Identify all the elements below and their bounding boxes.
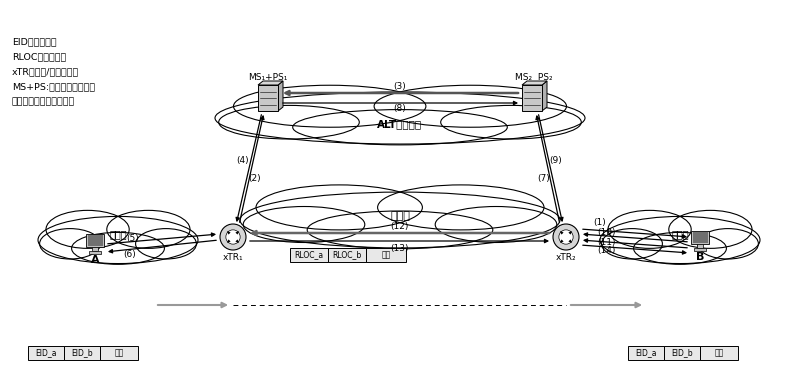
Bar <box>87 235 102 246</box>
Polygon shape <box>542 81 547 111</box>
Text: (1): (1) <box>594 219 606 228</box>
Text: (3): (3) <box>394 82 406 91</box>
Text: 数据: 数据 <box>114 349 124 358</box>
Bar <box>522 85 542 111</box>
Text: RLOC_a: RLOC_a <box>294 250 323 260</box>
Bar <box>628 346 664 360</box>
Circle shape <box>220 224 246 250</box>
Ellipse shape <box>634 233 726 264</box>
Text: 辑功能模块的映射服务器: 辑功能模块的映射服务器 <box>12 98 75 106</box>
Text: xTR₁: xTR₁ <box>222 252 243 262</box>
Ellipse shape <box>293 110 507 145</box>
Text: (4): (4) <box>237 156 250 164</box>
Bar <box>28 346 64 360</box>
Bar <box>86 234 104 247</box>
Ellipse shape <box>378 185 544 230</box>
Ellipse shape <box>441 105 582 139</box>
Text: 接入网: 接入网 <box>671 229 689 239</box>
Polygon shape <box>522 81 547 85</box>
Text: RLOC_b: RLOC_b <box>332 250 362 260</box>
Text: A: A <box>90 255 99 265</box>
Bar <box>89 251 101 253</box>
Circle shape <box>226 230 240 244</box>
Bar <box>64 346 100 360</box>
Text: RLOC：位置标识: RLOC：位置标识 <box>12 53 66 62</box>
Text: B: B <box>696 252 704 262</box>
Ellipse shape <box>72 233 165 264</box>
Text: (14): (14) <box>597 247 615 255</box>
Ellipse shape <box>307 211 493 249</box>
Ellipse shape <box>38 216 198 264</box>
Bar <box>693 232 707 243</box>
Text: MS₁+PS₁: MS₁+PS₁ <box>248 74 288 82</box>
Bar <box>700 346 738 360</box>
Text: (13): (13) <box>390 243 409 252</box>
Bar <box>664 346 700 360</box>
Ellipse shape <box>374 85 566 127</box>
Text: (10): (10) <box>597 228 615 238</box>
Text: (9): (9) <box>550 156 562 164</box>
Text: xTR₂: xTR₂ <box>556 252 576 262</box>
Ellipse shape <box>435 207 557 243</box>
Ellipse shape <box>215 92 585 144</box>
Text: xTR：出口/入口路由器: xTR：出口/入口路由器 <box>12 67 79 77</box>
Text: (2): (2) <box>249 173 262 183</box>
Circle shape <box>559 230 573 244</box>
Text: (11): (11) <box>597 238 615 247</box>
Text: EID_b: EID_b <box>671 349 693 358</box>
Ellipse shape <box>135 229 197 259</box>
Ellipse shape <box>40 229 101 259</box>
Text: (5): (5) <box>126 233 139 243</box>
Bar <box>366 248 406 262</box>
Text: (7): (7) <box>538 173 550 183</box>
Bar <box>100 346 138 360</box>
Ellipse shape <box>240 192 560 248</box>
Text: MS+PS:集成代理服务器逻: MS+PS:集成代理服务器逻 <box>12 82 95 91</box>
Ellipse shape <box>600 216 760 264</box>
Bar <box>691 231 709 244</box>
Ellipse shape <box>243 207 365 243</box>
Bar <box>92 247 98 251</box>
Polygon shape <box>258 81 283 85</box>
Ellipse shape <box>107 211 190 248</box>
Bar <box>290 248 328 262</box>
Ellipse shape <box>698 229 758 259</box>
Text: 接入网: 接入网 <box>109 229 127 239</box>
Text: EID_a: EID_a <box>35 349 57 358</box>
Text: (12): (12) <box>390 221 409 231</box>
Ellipse shape <box>608 211 691 248</box>
Ellipse shape <box>46 211 129 248</box>
Circle shape <box>553 224 579 250</box>
Ellipse shape <box>234 85 426 127</box>
Text: (8): (8) <box>394 104 406 113</box>
Text: 核心网: 核心网 <box>390 211 410 221</box>
Text: MS₂  PS₂: MS₂ PS₂ <box>515 74 553 82</box>
Bar <box>258 85 278 111</box>
Text: EID_a: EID_a <box>635 349 657 358</box>
Text: EID_b: EID_b <box>71 349 93 358</box>
Ellipse shape <box>256 185 422 230</box>
Ellipse shape <box>669 211 752 248</box>
Text: ALT映射系统: ALT映射系统 <box>378 119 422 129</box>
Ellipse shape <box>602 229 662 259</box>
Ellipse shape <box>218 105 359 139</box>
Text: 数据: 数据 <box>714 349 724 358</box>
Text: 数据: 数据 <box>382 250 390 260</box>
Text: (6): (6) <box>124 250 136 259</box>
Bar <box>328 248 366 262</box>
Polygon shape <box>278 81 283 111</box>
Text: EID：身份标识: EID：身份标识 <box>12 38 57 46</box>
Bar <box>694 248 706 250</box>
Bar <box>697 244 703 248</box>
